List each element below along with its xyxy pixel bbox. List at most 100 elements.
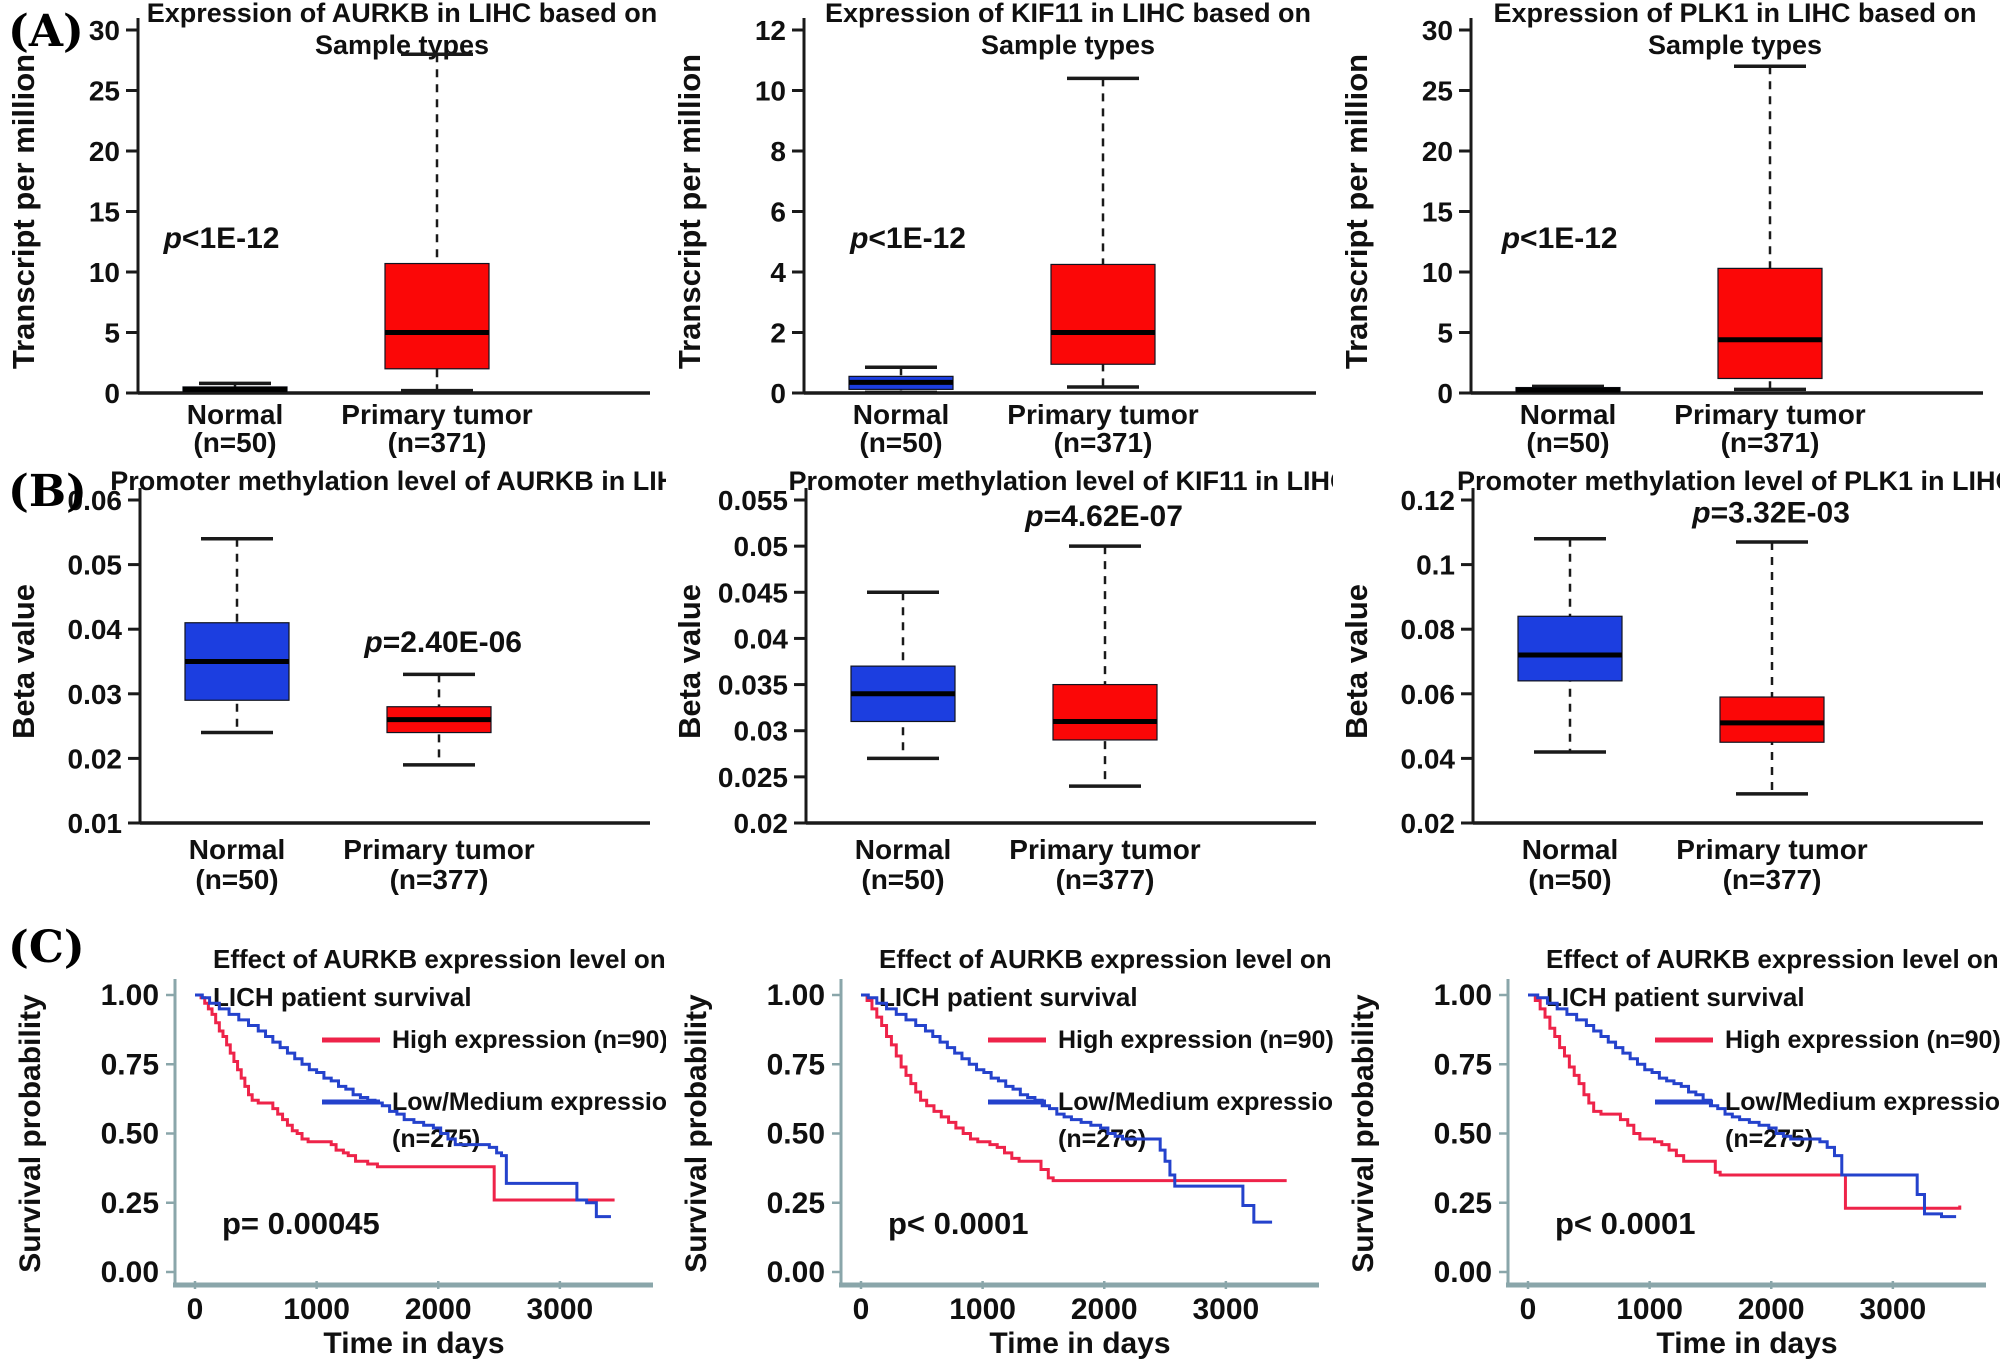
y-tick-label: 0.04 xyxy=(68,614,123,645)
box-primary-tumor xyxy=(1719,696,1825,743)
chart-title: Expression of AURKB in LIHC based on xyxy=(147,0,658,28)
category-label: Primary tumor xyxy=(1674,399,1865,430)
y-tick-label: 0.03 xyxy=(734,716,789,747)
box-primary-tumor xyxy=(1717,267,1823,380)
x-tick-label: 0 xyxy=(1520,1293,1537,1326)
panel-expression-kif11: 0 2 4 6 8 10 12 Transcript per million Expressio… xyxy=(672,0,1316,458)
x-axis-label: Time in days xyxy=(1656,1327,1837,1359)
p-value-label: p< 0.0001 xyxy=(1555,1206,1695,1241)
y-tick-label: 1.00 xyxy=(1434,979,1492,1012)
y-axis-label: Beta value xyxy=(672,584,707,739)
y-tick-label: 0.00 xyxy=(767,1256,825,1289)
chart-title: LICH patient survival xyxy=(879,982,1138,1012)
km-curve-low xyxy=(195,993,611,1219)
chart-title: Promoter methylation level of KIF11 in L… xyxy=(788,466,1333,496)
y-tick-label: 0.05 xyxy=(68,550,123,581)
chart-title: Promoter methylation level of PLK1 in LI… xyxy=(1457,466,2000,496)
chart-title: Promoter methylation level of AURKB in L… xyxy=(110,466,666,496)
y-axis-label: Beta value xyxy=(1339,584,1374,739)
y-tick-label: 0.00 xyxy=(101,1256,159,1289)
category-label: Primary tumor xyxy=(1009,834,1200,865)
y-tick-label: 2 xyxy=(770,318,786,349)
y-tick-label: 20 xyxy=(1422,136,1453,167)
p-value-label: p< 0.0001 xyxy=(888,1206,1028,1241)
x-tick-label: 0 xyxy=(853,1293,870,1326)
km-curve-low xyxy=(861,993,1273,1224)
y-tick-label: 0.25 xyxy=(101,1187,159,1220)
legend-label: High expression (n=90) xyxy=(1058,1026,1333,1054)
chart-title: Sample types xyxy=(1648,30,1822,60)
y-tick-label: 0.04 xyxy=(1401,743,1456,774)
y-tick-label: 0.02 xyxy=(68,743,123,774)
y-tick-label: 12 xyxy=(755,15,786,46)
km-curve-low xyxy=(1528,993,1957,1219)
panel-methylation-kif11: 0.02 0.025 0.03 0.035 0.04 0.045 0.05 0.055 Beta… xyxy=(672,466,1333,895)
x-tick-label: 0 xyxy=(187,1293,204,1326)
km-curve-high xyxy=(861,993,1287,1183)
panel-expression-aurkb: 0 5 10 15 20 25 30 Transcript per million Expres… xyxy=(6,0,658,458)
x-tick-label: 3000 xyxy=(1192,1293,1259,1326)
y-tick-label: 10 xyxy=(1422,257,1453,288)
row-label-c: (C) xyxy=(8,922,85,973)
category-label: Primary tumor xyxy=(1007,399,1198,430)
y-tick-label: 0.50 xyxy=(767,1118,825,1151)
chart-title: Expression of KIF11 in LIHC based on xyxy=(825,0,1311,28)
chart-title: LICH patient survival xyxy=(1546,982,1805,1012)
chart-title: LICH patient survival xyxy=(213,982,472,1012)
category-count-label: (n=50) xyxy=(859,427,942,458)
y-tick-label: 0.75 xyxy=(101,1048,159,1081)
panel-methylation-plk1: 0.02 0.04 0.06 0.08 0.1 0.12 Beta value Promote… xyxy=(1339,466,2000,895)
legend-label: High expression (n=90) xyxy=(392,1026,666,1054)
y-tick-label: 10 xyxy=(755,76,786,107)
p-value-label: p=3.32E-03 xyxy=(1691,497,1850,530)
y-tick-label: 0.08 xyxy=(1401,614,1456,645)
row-label-a: (A) xyxy=(8,6,84,57)
category-count-label: (n=377) xyxy=(1056,864,1155,895)
y-tick-label: 15 xyxy=(1422,197,1453,228)
category-label: Primary tumor xyxy=(1676,834,1867,865)
x-tick-label: 1000 xyxy=(1616,1293,1683,1326)
y-tick-label: 25 xyxy=(89,76,120,107)
y-axis-label: Transcript per million xyxy=(6,54,41,369)
chart-title: Effect of AURKB expression level on xyxy=(879,944,1332,974)
p-value-label: p<1E-12 xyxy=(163,222,280,255)
category-count-label: (n=50) xyxy=(1528,864,1611,895)
y-tick-label: 1.00 xyxy=(101,979,159,1012)
y-tick-label: 5 xyxy=(104,318,120,349)
y-tick-label: 1.00 xyxy=(767,979,825,1012)
y-tick-label: 0.25 xyxy=(767,1187,825,1220)
km-curve-high xyxy=(1528,993,1962,1210)
x-tick-label: 2000 xyxy=(405,1293,472,1326)
x-tick-label: 1000 xyxy=(283,1293,350,1326)
y-tick-label: 30 xyxy=(1422,15,1453,46)
panel-survival-3: 0.00 0.25 0.50 0.75 1.00 0 1000 2000 3000 Time in… xyxy=(1347,944,2000,1359)
x-tick-label: 3000 xyxy=(1859,1293,1926,1326)
y-tick-label: 0.1 xyxy=(1416,550,1455,581)
y-tick-label: 8 xyxy=(770,136,786,167)
category-count-label: (n=377) xyxy=(1723,864,1822,895)
y-axis-label: Beta value xyxy=(6,584,41,739)
y-tick-label: 30 xyxy=(89,15,120,46)
y-tick-label: 0.045 xyxy=(718,577,788,608)
y-tick-label: 10 xyxy=(89,257,120,288)
y-tick-label: 0 xyxy=(770,378,786,409)
y-tick-label: 0.75 xyxy=(1434,1048,1492,1081)
p-value-label: p<1E-12 xyxy=(849,222,966,255)
panel-methylation-aurkb: 0.01 0.02 0.03 0.04 0.05 0.06 Beta value Promot… xyxy=(6,466,666,895)
category-count-label: (n=371) xyxy=(388,427,487,458)
category-count-label: (n=50) xyxy=(193,427,276,458)
y-tick-label: 0.06 xyxy=(68,485,123,516)
box-normal xyxy=(1517,615,1623,682)
box-primary-tumor xyxy=(384,262,490,370)
y-axis-label: Transcript per million xyxy=(1339,54,1374,369)
category-count-label: (n=371) xyxy=(1721,427,1820,458)
y-tick-label: 0 xyxy=(1437,378,1453,409)
y-tick-label: 0.035 xyxy=(718,670,788,701)
y-tick-label: 0.06 xyxy=(1401,679,1456,710)
panel-expression-plk1: 0 5 10 15 20 25 30 Transcript per million Expres… xyxy=(1339,0,1983,458)
y-tick-label: 0.75 xyxy=(767,1048,825,1081)
category-label: Normal xyxy=(853,399,949,430)
y-tick-label: 15 xyxy=(89,197,120,228)
km-curve-high xyxy=(195,993,615,1202)
